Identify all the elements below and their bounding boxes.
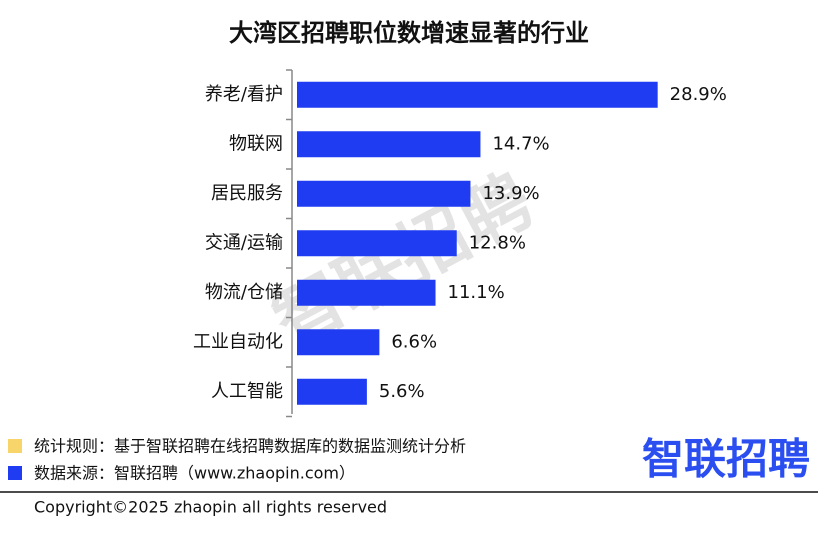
y-tick-label: 人工智能 xyxy=(211,381,283,402)
y-tick-label: 养老/看护 xyxy=(205,84,283,105)
bar xyxy=(297,230,457,257)
bar xyxy=(297,378,367,405)
y-tick-label: 物联网 xyxy=(229,133,283,154)
note-marker xyxy=(8,439,22,453)
data-label: 14.7% xyxy=(492,133,549,154)
bar xyxy=(297,329,380,356)
bar xyxy=(297,81,658,108)
chart-title: 大湾区招聘职位数增速显著的行业 xyxy=(229,19,589,47)
y-tick-label: 物流/仓储 xyxy=(205,282,283,303)
y-tick-label: 工业自动化 xyxy=(193,331,283,352)
data-label: 12.8% xyxy=(469,232,526,253)
data-label: 13.9% xyxy=(482,183,539,204)
bar xyxy=(297,279,436,306)
y-tick-label: 交通/运输 xyxy=(205,232,283,253)
data-label: 11.1% xyxy=(448,282,505,303)
data-label: 6.6% xyxy=(391,331,437,352)
copyright: Copyright©2025 zhaopin all rights reserv… xyxy=(34,498,387,517)
bar xyxy=(297,131,481,158)
data-label: 28.9% xyxy=(670,84,727,105)
data-label: 5.6% xyxy=(379,381,425,402)
note-marker xyxy=(8,466,22,480)
note: 统计规则：基于智联招聘在线招聘数据库的数据监测统计分析 xyxy=(34,437,466,456)
note: 数据来源：智联招聘（www.zhaopin.com） xyxy=(34,464,355,483)
logo: 智联招聘 xyxy=(642,435,810,484)
bar xyxy=(297,180,471,207)
y-tick-label: 居民服务 xyxy=(211,183,283,204)
